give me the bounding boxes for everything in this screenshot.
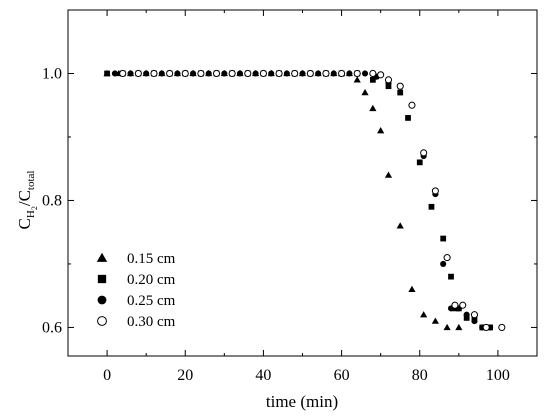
x-tick-label: 80 — [412, 367, 428, 384]
data-point-series-3 — [283, 70, 290, 77]
legend-marker-series-2 — [97, 274, 107, 284]
data-point-series-4 — [443, 254, 451, 262]
data-point-series-3 — [471, 318, 478, 325]
data-point-series-2 — [463, 315, 470, 321]
data-point-series-4 — [384, 76, 393, 84]
data-point-series-3 — [315, 70, 322, 77]
data-point-series-3 — [111, 70, 118, 77]
data-point-series-1 — [377, 127, 385, 134]
data-point-series-1 — [431, 317, 439, 324]
data-point-series-2 — [385, 83, 392, 90]
data-point-series-4 — [470, 311, 479, 319]
data-point-series-3 — [158, 70, 165, 77]
data-point-series-3 — [252, 70, 259, 77]
legend-marker-series-4 — [97, 316, 107, 326]
x-tick-label: 100 — [486, 367, 510, 384]
data-point-series-4 — [181, 69, 189, 78]
data-point-series-3 — [174, 70, 181, 77]
data-point-series-3 — [268, 70, 275, 77]
data-point-series-2 — [104, 70, 110, 77]
legend-marker-series-3 — [97, 295, 107, 305]
data-point-series-3 — [346, 70, 353, 77]
data-point-series-4 — [377, 71, 385, 79]
data-point-series-4 — [134, 69, 142, 78]
data-point-series-4 — [369, 69, 377, 78]
data-point-series-2 — [405, 115, 411, 121]
legend: 0.15 cm 0.20 cm 0.25 cm 0.30 cm — [96, 251, 176, 330]
data-point-series-3 — [143, 70, 150, 77]
data-point-series-3 — [440, 260, 447, 268]
data-point-series-1 — [369, 104, 377, 112]
data-point-series-3 — [361, 70, 369, 77]
axis-ticks: 0 20 40 60 80 100 0.6 0.8 1.0 — [42, 10, 537, 384]
y-tick-label: 0.6 — [42, 319, 62, 336]
x-axis-label: time (min) — [266, 392, 338, 411]
data-point-series-1 — [361, 88, 369, 96]
data-marks — [103, 69, 506, 331]
data-point-series-1 — [384, 171, 393, 178]
data-point-series-4 — [291, 69, 299, 78]
data-point-series-4 — [338, 69, 346, 78]
legend-marker-series-1 — [96, 252, 108, 262]
legend-label-series-1: 0.15 cm — [127, 251, 176, 267]
data-point-series-3 — [190, 70, 197, 77]
data-point-series-3 — [463, 311, 470, 318]
data-point-series-4 — [431, 187, 439, 195]
data-point-series-4 — [306, 69, 314, 78]
legend-label-series-2: 0.20 cm — [127, 272, 176, 288]
data-point-series-4 — [212, 69, 221, 78]
x-tick-label: 20 — [177, 367, 193, 384]
data-point-series-4 — [119, 69, 127, 78]
data-point-series-2 — [428, 203, 435, 210]
data-point-series-4 — [197, 69, 205, 78]
data-point-series-4 — [150, 69, 158, 78]
data-point-series-1 — [420, 311, 428, 318]
data-point-series-2 — [397, 89, 404, 96]
data-point-series-4 — [275, 69, 283, 78]
x-tick-label: 40 — [255, 367, 271, 384]
data-point-series-4 — [259, 69, 267, 78]
data-point-series-3 — [127, 70, 134, 77]
data-point-series-1 — [396, 222, 404, 229]
data-point-series-4 — [228, 69, 236, 78]
data-point-series-4 — [353, 69, 361, 78]
legend-label-series-3: 0.25 cm — [127, 293, 176, 309]
data-point-series-1 — [443, 323, 451, 331]
data-point-series-4 — [244, 69, 252, 78]
data-point-series-3 — [236, 70, 244, 77]
x-tick-label: 60 — [334, 367, 350, 384]
legend-label-series-4: 0.30 cm — [127, 314, 176, 330]
data-point-series-4 — [420, 149, 428, 157]
data-point-series-3 — [205, 70, 212, 77]
data-point-series-2 — [448, 273, 454, 280]
y-tick-label: 1.0 — [42, 65, 62, 82]
data-point-series-4 — [166, 69, 174, 78]
data-point-series-4 — [322, 69, 330, 78]
data-point-series-4 — [396, 82, 404, 90]
y-axis-label: CH2/Ctotal — [15, 171, 39, 230]
data-point-series-4 — [459, 301, 467, 309]
data-point-series-3 — [330, 70, 337, 77]
data-point-series-4 — [498, 323, 506, 331]
data-point-series-4 — [482, 323, 490, 331]
data-point-series-3 — [221, 70, 228, 77]
data-point-series-1 — [353, 76, 361, 83]
data-point-series-3 — [299, 70, 306, 77]
y-tick-label: 0.8 — [42, 192, 62, 209]
data-point-series-4 — [408, 101, 416, 109]
data-point-series-1 — [408, 285, 416, 293]
x-tick-label: 0 — [103, 367, 111, 384]
data-point-series-4 — [451, 301, 459, 309]
data-point-series-2 — [440, 235, 447, 242]
data-point-series-2 — [416, 159, 423, 166]
data-point-series-2 — [369, 76, 376, 83]
data-point-series-1 — [455, 323, 463, 331]
